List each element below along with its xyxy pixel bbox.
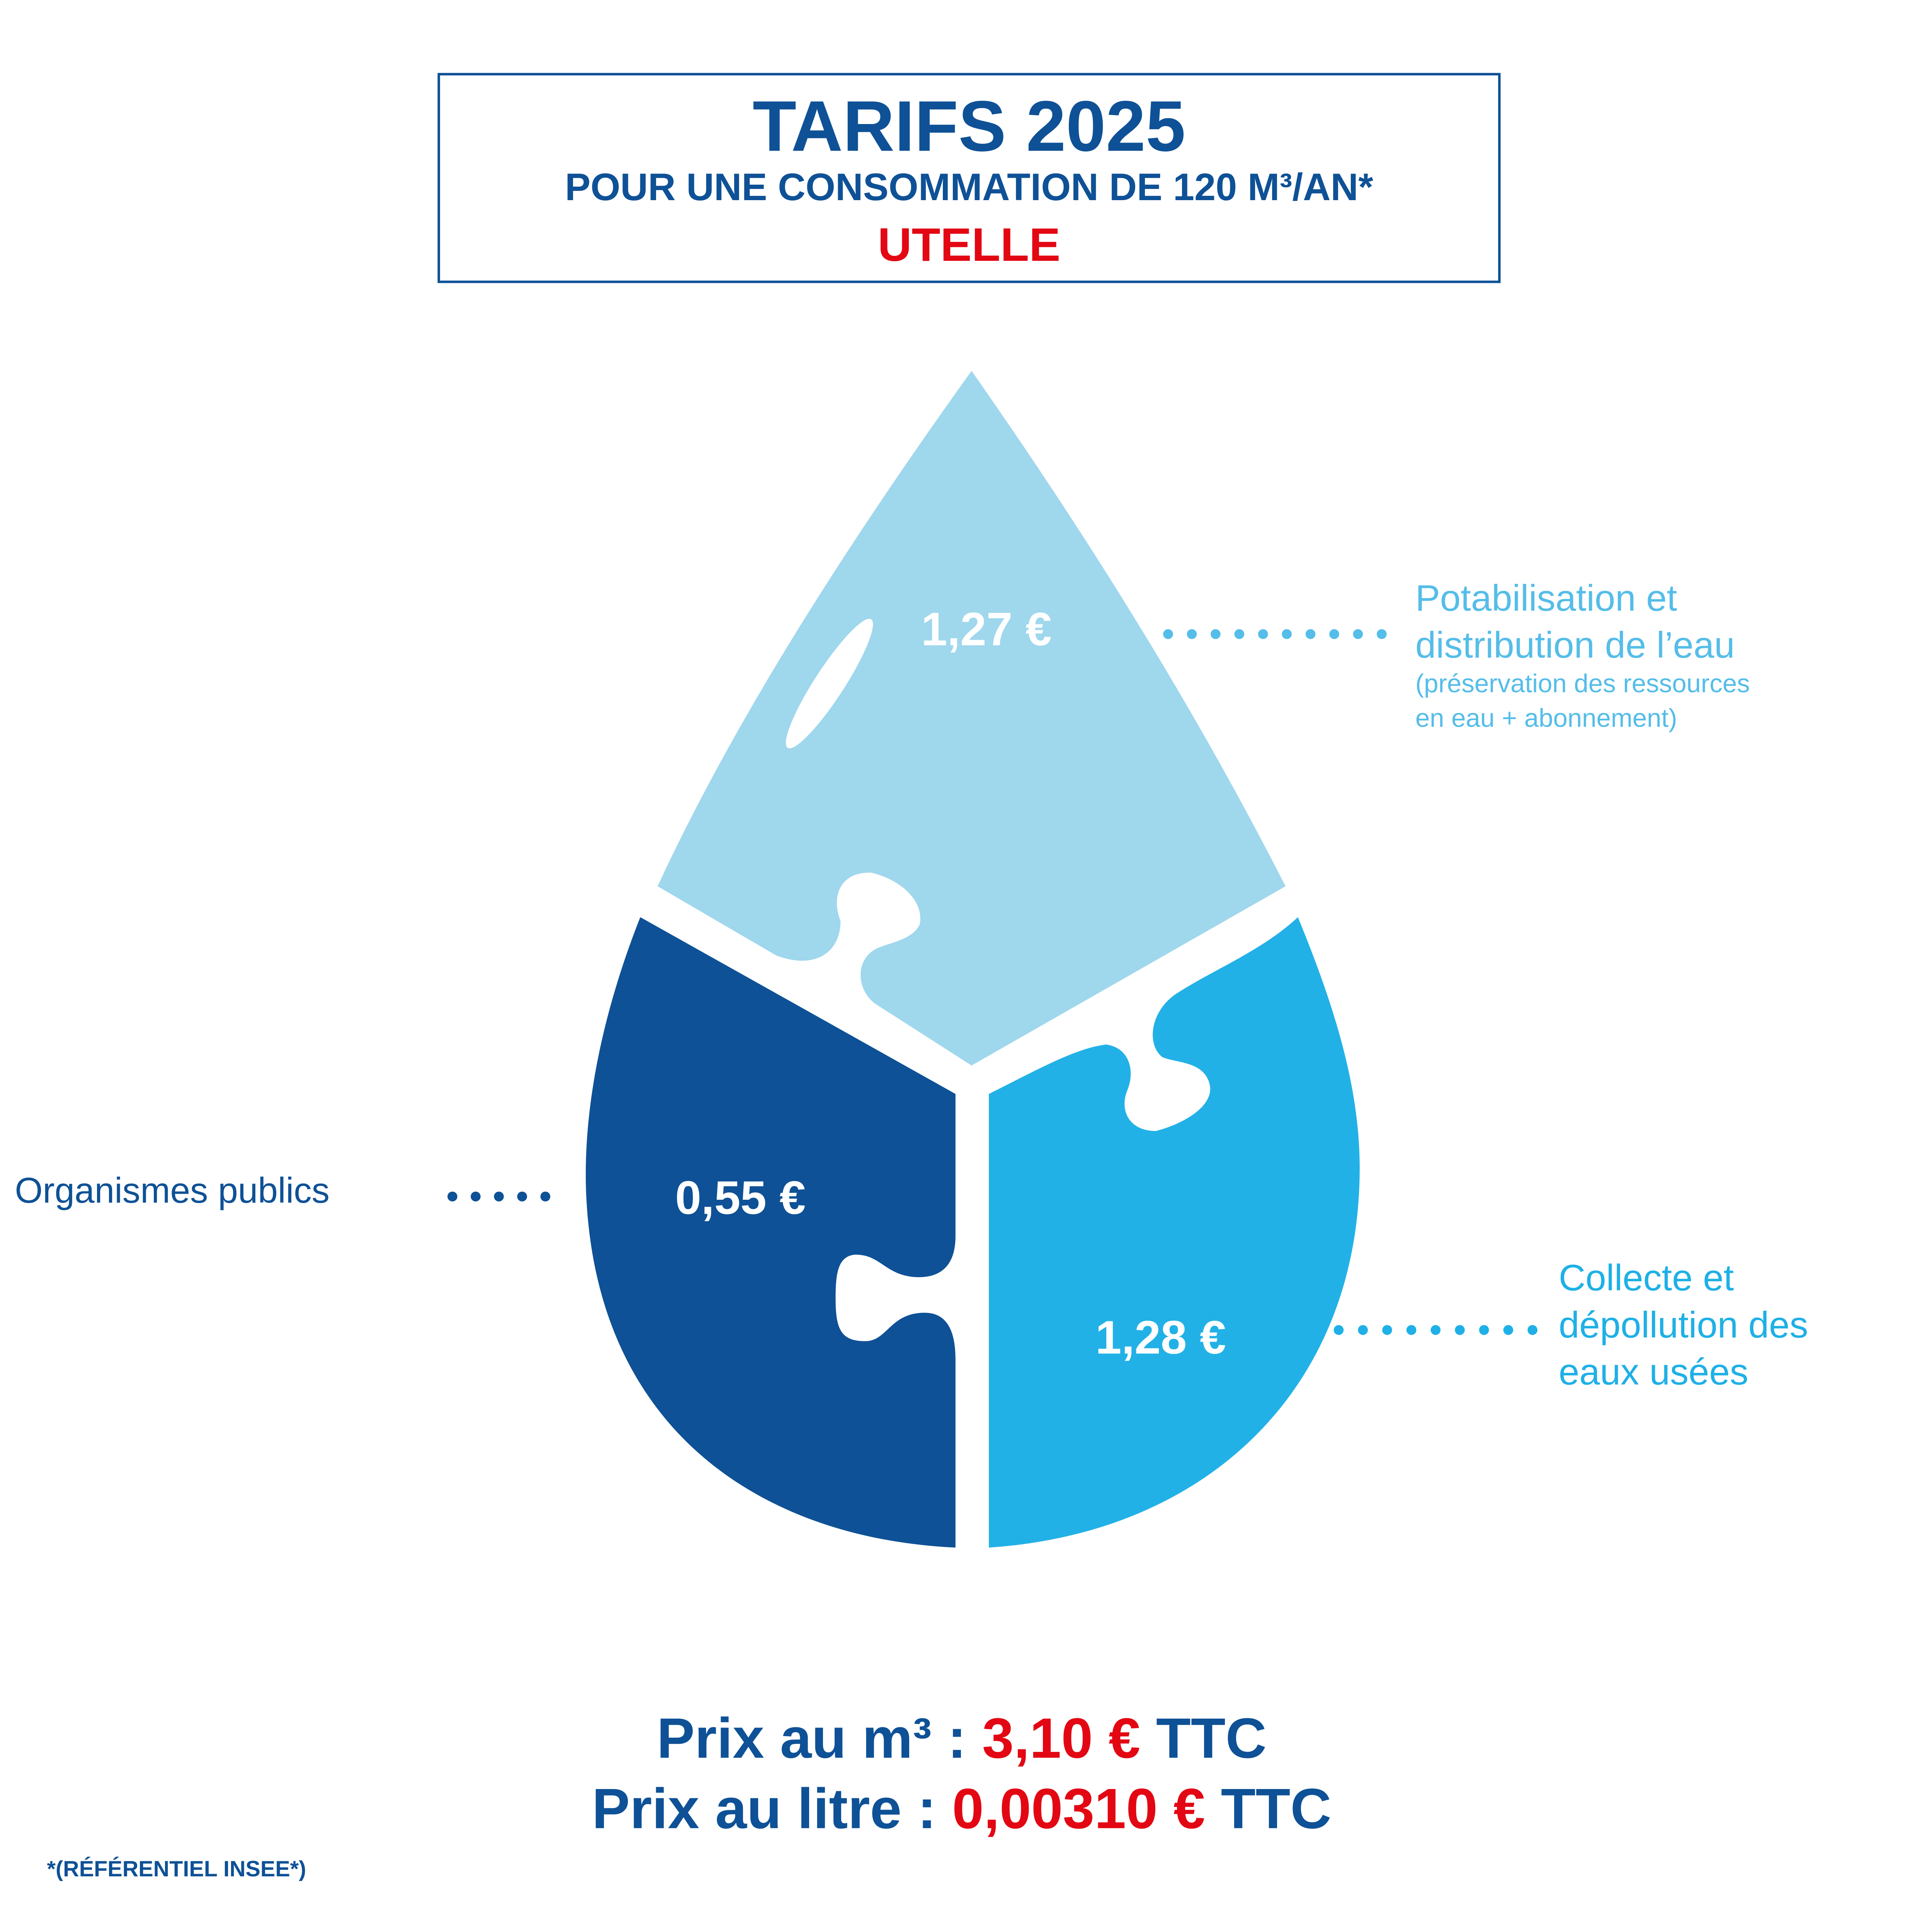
drop-segment-potabilisation: [657, 371, 1286, 1066]
page-title: TARIFS 2025: [753, 86, 1185, 166]
label-collecte: Collecte et dépollution des eaux usées: [1559, 1257, 1818, 1393]
label-organismes: Organismes publics: [15, 1170, 330, 1211]
commune-name: UTELLE: [878, 218, 1061, 271]
segment-value-collecte: 1,28 €: [1095, 1311, 1226, 1364]
header-box: [437, 73, 1501, 283]
segment-value-organismes: 0,55 €: [675, 1171, 806, 1224]
label-potabilisation: Potabilisation et distribution de l’eau: [1415, 577, 1735, 666]
note-potabilisation: (préservation des ressources en eau + ab…: [1415, 669, 1757, 733]
page-subtitle: POUR UNE CONSOMMATION DE 120 M³/AN*: [565, 166, 1373, 209]
drop-segment-organismes-publics: [585, 917, 956, 1548]
footnote: *(RÉFÉRENTIEL INSEE*): [47, 1857, 306, 1881]
segment-value-potabilisation: 1,27 €: [921, 603, 1052, 655]
drop-segment-collecte-depollution: [989, 917, 1360, 1548]
price-per-m3: Prix au m³ : 3,10 € TTC: [657, 1707, 1267, 1770]
price-per-litre: Prix au litre : 0,00310 € TTC: [592, 1777, 1332, 1840]
drop-highlight: [786, 619, 873, 748]
